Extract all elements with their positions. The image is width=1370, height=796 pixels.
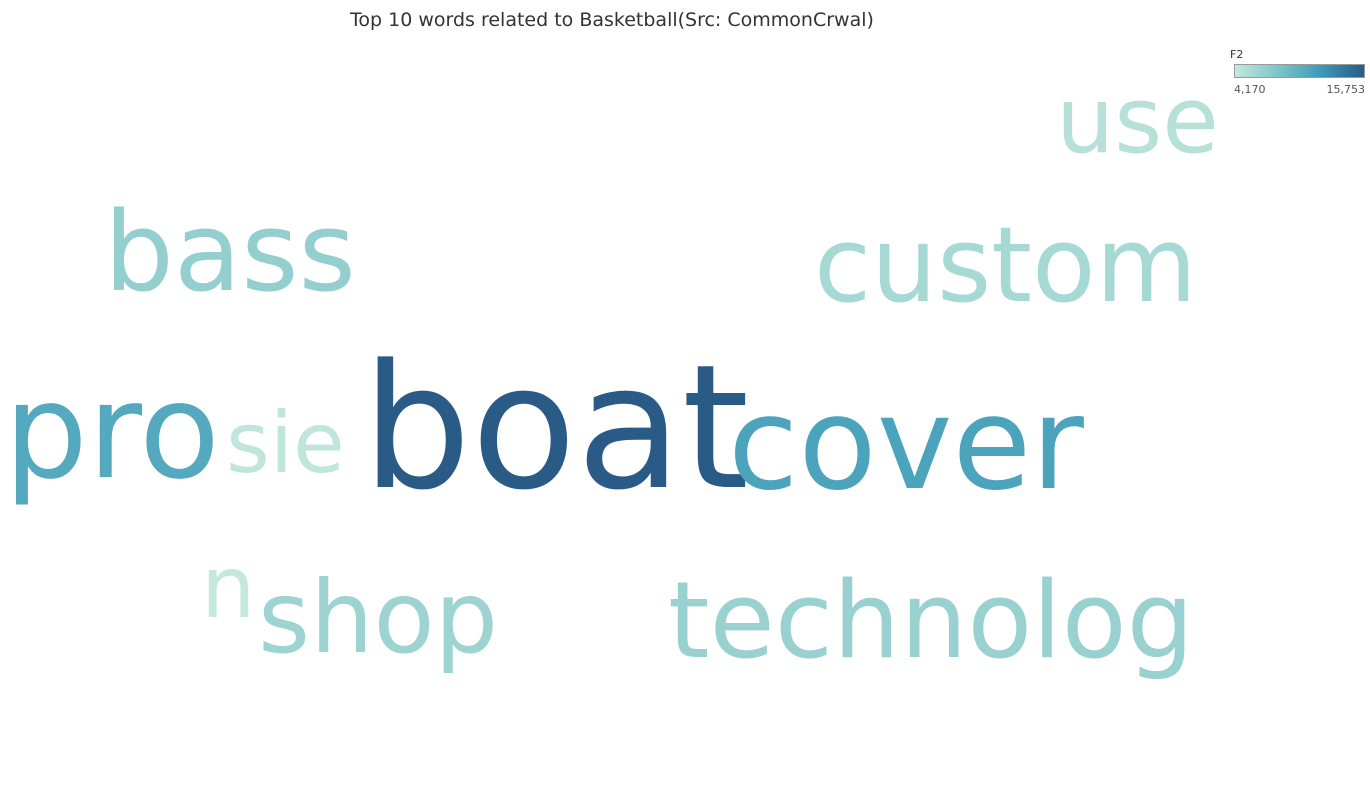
word-shop: shop xyxy=(258,559,498,676)
word-pro: pro xyxy=(4,355,220,509)
word-use: use xyxy=(1056,67,1219,174)
legend-max-label: 15,753 xyxy=(1326,83,1366,96)
chart-title: Top 10 words related to Basketball(Src: … xyxy=(350,9,874,31)
legend-min-label: 4,170 xyxy=(1234,83,1266,96)
color-legend: F2 4,170 15,753 xyxy=(1230,48,1368,98)
legend-title: F2 xyxy=(1230,48,1244,61)
word-boat: boat xyxy=(362,327,749,528)
legend-gradient-bar xyxy=(1234,64,1365,78)
word-n: n xyxy=(201,538,256,638)
word-bass: bass xyxy=(104,188,356,316)
word-sie: sie xyxy=(226,394,345,492)
word-technolog: technolog xyxy=(668,559,1194,682)
word-custom: custom xyxy=(814,204,1197,326)
word-cover: cover xyxy=(728,370,1084,519)
